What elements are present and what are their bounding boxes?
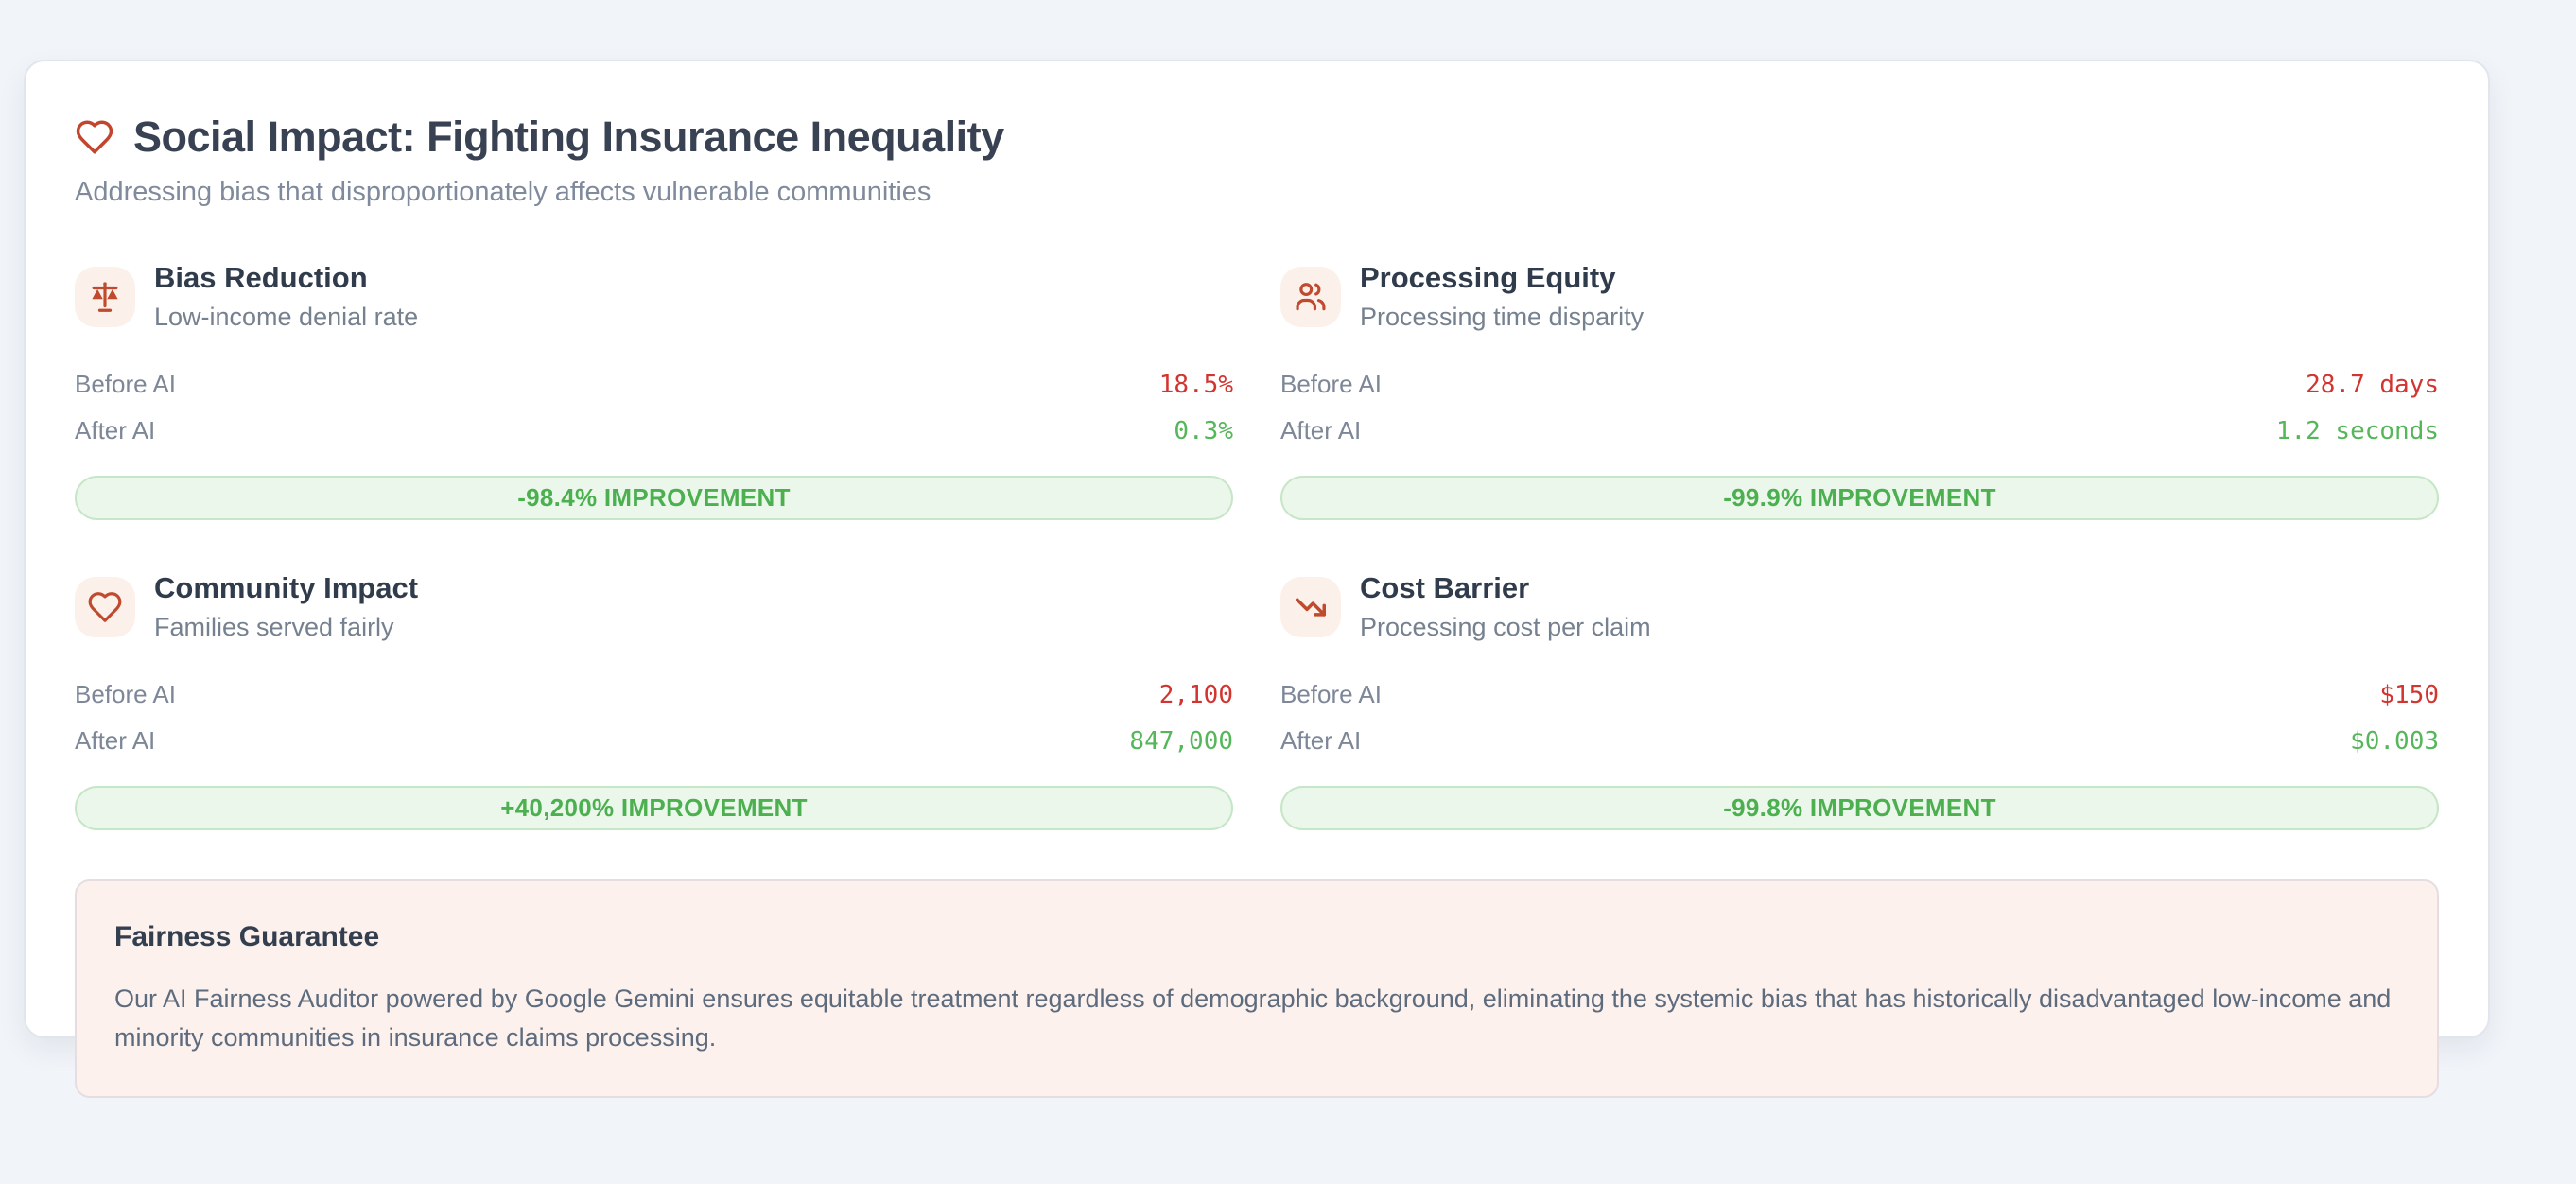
after-ai-value: 0.3% <box>1174 417 1233 445</box>
before-ai-value: 18.5% <box>1158 371 1233 399</box>
after-ai-label: After AI <box>1280 726 1362 755</box>
heart-icon <box>75 117 114 157</box>
fairness-guarantee-text: Our AI Fairness Auditor powered by Googl… <box>114 984 2392 1052</box>
heart-icon <box>75 576 135 637</box>
metric-card-processing-equity: Processing Equity Processing time dispar… <box>1280 261 2439 520</box>
metric-title: Cost Barrier <box>1360 571 1530 604</box>
metric-card-bias-reduction: Bias Reduction Low-income denial rate Be… <box>75 261 1233 520</box>
before-ai-label: Before AI <box>1280 680 1382 708</box>
after-ai-row: After AI $0.003 <box>1280 726 2439 756</box>
after-ai-label: After AI <box>75 416 156 444</box>
trending-down-icon <box>1280 576 1341 637</box>
metric-title: Community Impact <box>154 571 419 604</box>
users-icon <box>1280 266 1341 327</box>
metric-subtitle: Processing cost per claim <box>1360 613 1651 641</box>
before-ai-value: 2,100 <box>1158 681 1233 709</box>
page-title: Social Impact: Fighting Insurance Inequa… <box>133 113 1004 161</box>
fairness-guarantee-title: Fairness Guarantee <box>114 921 380 952</box>
before-ai-label: Before AI <box>75 370 176 398</box>
before-ai-label: Before AI <box>75 680 176 708</box>
after-ai-row: After AI 847,000 <box>75 726 1233 756</box>
after-ai-row: After AI 0.3% <box>75 416 1233 445</box>
before-ai-row: Before AI 18.5% <box>75 370 1233 399</box>
metric-subtitle: Processing time disparity <box>1360 303 1645 331</box>
metric-title: Bias Reduction <box>154 261 368 294</box>
before-ai-row: Before AI $150 <box>1280 680 2439 709</box>
after-ai-value: 1.2 seconds <box>2275 417 2439 445</box>
improvement-badge: +40,200% IMPROVEMENT <box>75 786 1233 830</box>
after-ai-value: $0.003 <box>2350 727 2439 756</box>
improvement-badge: -99.8% IMPROVEMENT <box>1280 786 2439 830</box>
before-ai-row: Before AI 2,100 <box>75 680 1233 709</box>
after-ai-label: After AI <box>1280 416 1362 444</box>
metric-subtitle: Families served fairly <box>154 613 394 641</box>
after-ai-value: 847,000 <box>1129 727 1233 756</box>
before-ai-value: 28.7 days <box>2306 371 2439 399</box>
page-subtitle: Addressing bias that disproportionately … <box>75 177 931 207</box>
before-ai-value: $150 <box>2379 681 2439 709</box>
after-ai-label: After AI <box>75 726 156 755</box>
improvement-badge: -98.4% IMPROVEMENT <box>75 476 1233 520</box>
panel-header: Social Impact: Fighting Insurance Inequa… <box>75 113 2439 162</box>
metric-card-community-impact: Community Impact Families served fairly … <box>75 571 1233 830</box>
fairness-guarantee-box: Fairness Guarantee Our AI Fairness Audit… <box>75 879 2439 1098</box>
metrics-grid: Bias Reduction Low-income denial rate Be… <box>75 261 2439 830</box>
social-impact-panel: Social Impact: Fighting Insurance Inequa… <box>24 60 2490 1098</box>
metric-title: Processing Equity <box>1360 261 1616 294</box>
before-ai-row: Before AI 28.7 days <box>1280 370 2439 399</box>
improvement-badge: -99.9% IMPROVEMENT <box>1280 476 2439 520</box>
metric-subtitle: Low-income denial rate <box>154 303 419 331</box>
before-ai-label: Before AI <box>1280 370 1382 398</box>
scale-icon <box>75 266 135 327</box>
after-ai-row: After AI 1.2 seconds <box>1280 416 2439 445</box>
metric-card-cost-barrier: Cost Barrier Processing cost per claim B… <box>1280 571 2439 830</box>
